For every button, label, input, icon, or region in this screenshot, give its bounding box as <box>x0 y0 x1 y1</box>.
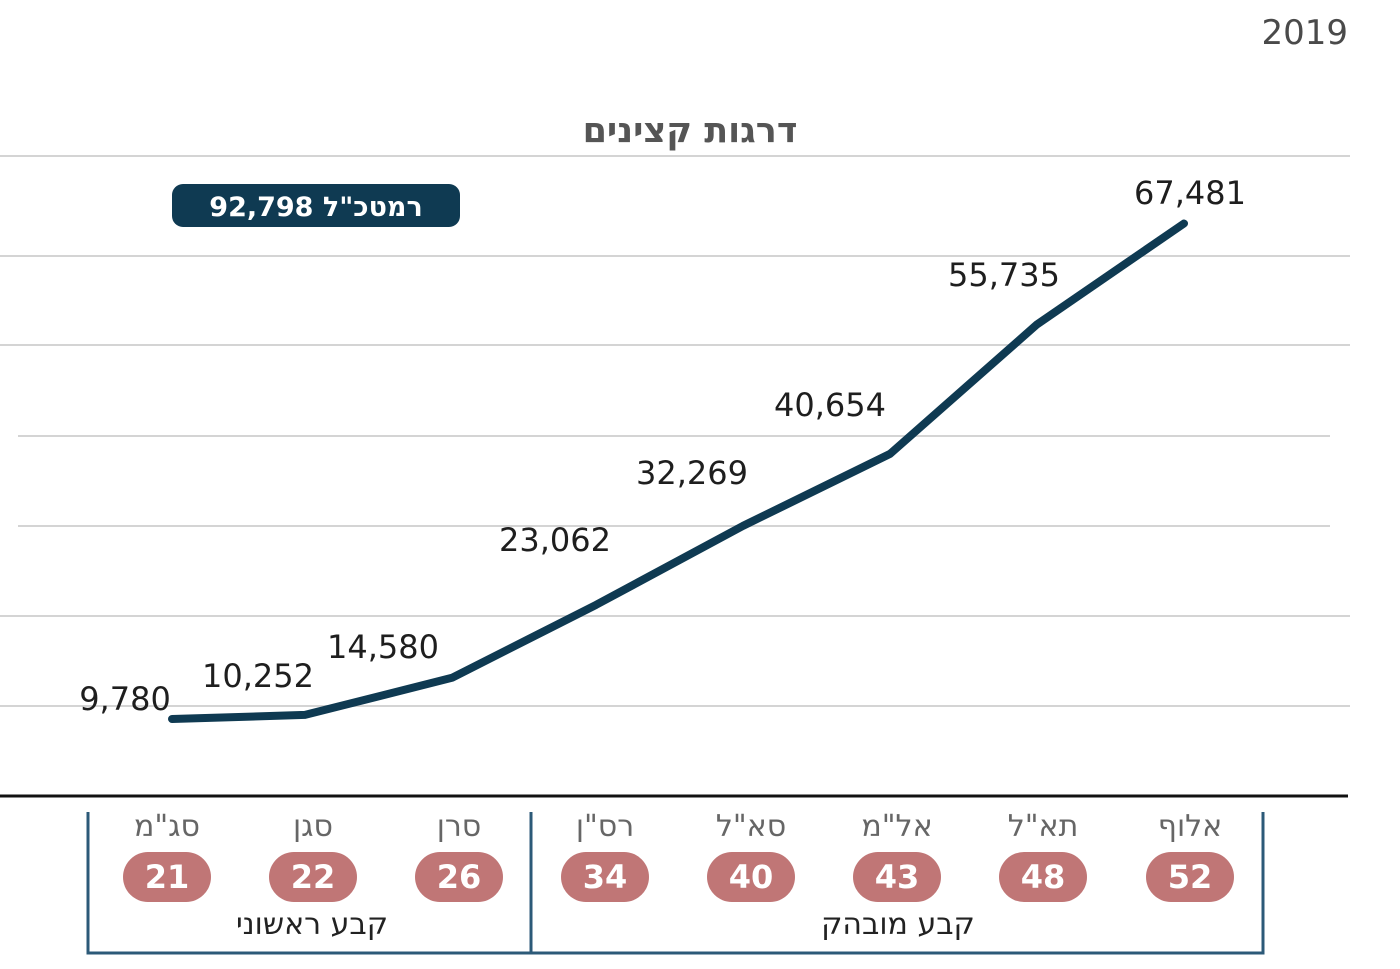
rank-label: אלוף <box>1158 809 1222 844</box>
rank-label: סרן <box>437 809 482 844</box>
data-label: 10,252 <box>202 657 314 695</box>
age-label: 40 <box>729 858 774 896</box>
age-label: 21 <box>145 858 190 896</box>
age-label: 22 <box>291 858 336 896</box>
data-label: 55,735 <box>948 256 1060 294</box>
age-pill <box>853 852 941 902</box>
callout-badge: רמטכ"ל 92,798 <box>172 184 460 227</box>
age-label: 34 <box>583 858 628 896</box>
rank-label: אל"מ <box>861 809 932 844</box>
group-brackets: קבע ראשוני קבע מובהק <box>86 812 1265 955</box>
gridlines <box>0 155 1350 707</box>
year-label: 2019 <box>1261 13 1348 53</box>
series-line <box>168 219 1188 723</box>
data-labels: 9,780 10,252 14,580 23,062 32,269 40,654 55,73… <box>79 174 1246 718</box>
rank-label: רס"ן <box>576 809 634 844</box>
chart-title: דרגות קצינים <box>583 111 798 151</box>
data-label: 40,654 <box>774 386 886 424</box>
rank-label: סא"ל <box>716 809 786 844</box>
category-axis: סג"מ 21 סגן 22 סרן 26 רס"ן 34 סא"ל 40 אל"מ 43 תא"ל 48… <box>123 809 1234 902</box>
age-pill <box>269 852 357 902</box>
age-pill <box>999 852 1087 902</box>
rank-label: תא"ל <box>1008 809 1079 844</box>
rank-label: סגן <box>293 809 333 844</box>
group-label-initial: קבע ראשוני <box>236 907 388 942</box>
age-label: 52 <box>1168 858 1213 896</box>
age-pill <box>415 852 503 902</box>
data-label: 32,269 <box>636 454 748 492</box>
age-label: 43 <box>875 858 920 896</box>
age-pill <box>707 852 795 902</box>
age-pill <box>561 852 649 902</box>
age-label: 48 <box>1021 858 1066 896</box>
age-pill <box>123 852 211 902</box>
group-label-established: קבע מובהק <box>821 907 975 942</box>
callout-background <box>172 184 460 227</box>
age-label: 26 <box>437 858 482 896</box>
data-label: 9,780 <box>79 680 171 718</box>
callout-text: רמטכ"ל 92,798 <box>209 192 422 223</box>
rank-label: סג"מ <box>134 809 200 844</box>
data-label: 67,481 <box>1134 174 1246 212</box>
data-label: 14,580 <box>327 628 439 666</box>
age-pill <box>1146 852 1234 902</box>
data-label: 23,062 <box>499 521 611 559</box>
group-bracket <box>86 812 1265 955</box>
